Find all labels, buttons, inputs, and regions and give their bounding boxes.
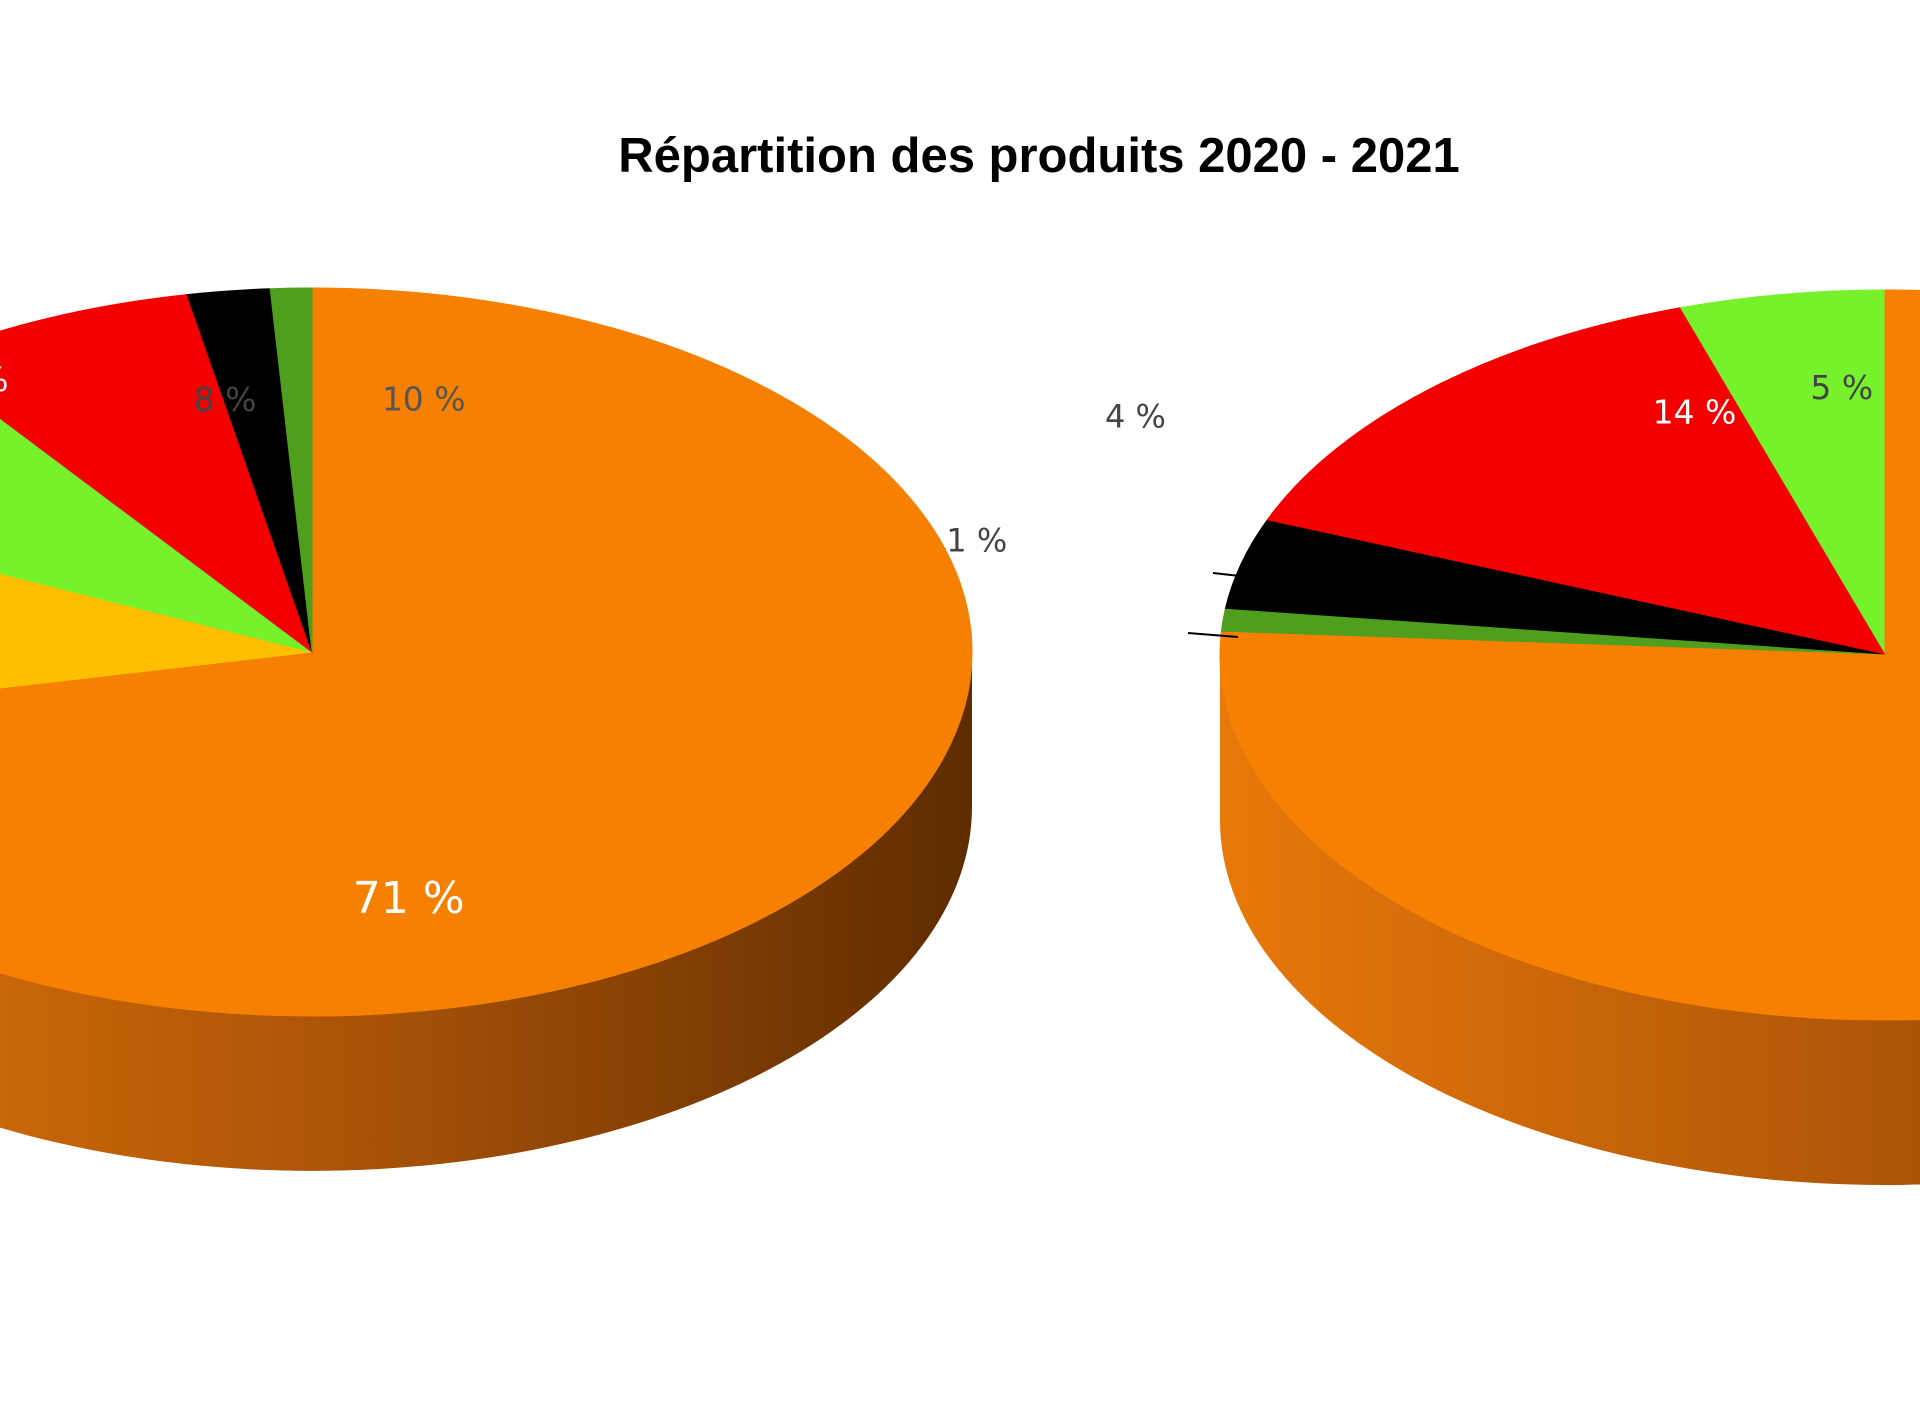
data-label: 8 % bbox=[194, 380, 257, 419]
data-label: 14 % bbox=[1653, 392, 1737, 431]
leader-line bbox=[1187, 632, 1239, 638]
leader-line bbox=[1212, 572, 1259, 579]
data-label: 1 % bbox=[946, 522, 1007, 560]
chart-title: Répartition des produits 2020 - 2021 bbox=[618, 129, 1460, 183]
data-label: 4 % bbox=[1105, 398, 1166, 436]
pie-side-wall bbox=[0, 652, 972, 1171]
pie-chart-2021: 5 % 14 % 4 % 1 % bbox=[946, 289, 1920, 1185]
data-label: 7 % bbox=[0, 360, 8, 399]
pie-slice bbox=[0, 572, 313, 689]
pie-side-wall bbox=[1220, 655, 1920, 1185]
pie-slice bbox=[269, 287, 313, 653]
pie-chart-2020: 71 % 10 % 8 % 7 % bbox=[0, 287, 973, 1171]
pie-slice bbox=[1678, 289, 1886, 657]
data-label: 10 % bbox=[382, 380, 466, 419]
data-label: 5 % bbox=[1810, 368, 1873, 407]
pie-slice bbox=[0, 294, 314, 654]
pie-slice bbox=[1265, 307, 1887, 656]
data-label: 71 % bbox=[353, 873, 465, 924]
pie-slice bbox=[1219, 289, 1920, 1021]
pie-slice bbox=[0, 287, 973, 1017]
